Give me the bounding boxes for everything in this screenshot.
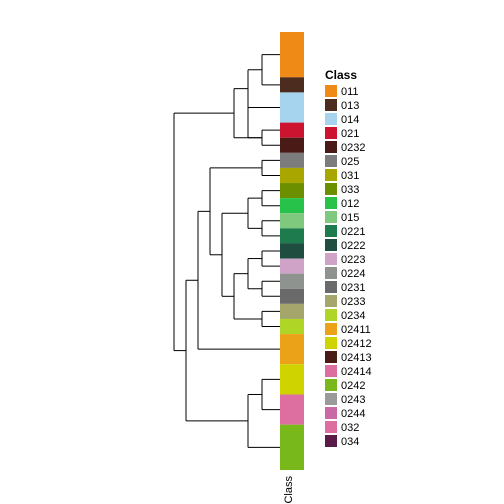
legend-label: 025 bbox=[341, 156, 359, 168]
legend-title: Class bbox=[325, 68, 357, 82]
legend-label: 033 bbox=[341, 184, 359, 196]
legend-label: 031 bbox=[341, 170, 359, 182]
legend-swatch bbox=[325, 421, 337, 433]
legend-swatch bbox=[325, 323, 337, 335]
heatmap-tile bbox=[280, 319, 304, 334]
heatmap-tile bbox=[280, 394, 304, 424]
heatmap-tile bbox=[280, 168, 304, 183]
legend-label: 0224 bbox=[341, 268, 365, 280]
heatmap-tile bbox=[280, 425, 304, 470]
heatmap-tile bbox=[280, 243, 304, 258]
legend-swatch bbox=[325, 351, 337, 363]
legend-label: 0233 bbox=[341, 296, 365, 308]
legend-swatch bbox=[325, 239, 337, 251]
legend-label: 0243 bbox=[341, 394, 365, 406]
legend-swatch bbox=[325, 309, 337, 321]
legend-label: 014 bbox=[341, 114, 359, 126]
legend-swatch bbox=[325, 155, 337, 167]
legend-label: 0234 bbox=[341, 310, 365, 322]
legend-label: 032 bbox=[341, 422, 359, 434]
dendrogram bbox=[174, 55, 280, 448]
heatmap-tile bbox=[280, 153, 304, 168]
legend-swatch bbox=[325, 113, 337, 125]
legend-swatch bbox=[325, 435, 337, 447]
heatmap-tile bbox=[280, 92, 304, 122]
legend-swatch bbox=[325, 183, 337, 195]
heatmap-tile bbox=[280, 213, 304, 228]
legend-swatch bbox=[325, 407, 337, 419]
legend-label: 0242 bbox=[341, 380, 365, 392]
legend-swatch bbox=[325, 225, 337, 237]
legend-label: 0231 bbox=[341, 282, 365, 294]
heatmap-tile bbox=[280, 138, 304, 153]
heatmap-tile bbox=[280, 228, 304, 243]
legend-swatch bbox=[325, 281, 337, 293]
legend: Class 011 013 014 021 0232 025 031 033 012 015 0221… bbox=[325, 68, 372, 448]
heatmap-tile bbox=[280, 77, 304, 92]
heatmap-tile bbox=[280, 183, 304, 198]
legend-swatch bbox=[325, 127, 337, 139]
legend-swatch bbox=[325, 197, 337, 209]
legend-label: 02411 bbox=[341, 324, 371, 336]
legend-swatch bbox=[325, 295, 337, 307]
legend-swatch bbox=[325, 365, 337, 377]
legend-label: 02414 bbox=[341, 366, 372, 378]
legend-label: 015 bbox=[341, 212, 359, 224]
legend-swatch bbox=[325, 337, 337, 349]
legend-swatch bbox=[325, 211, 337, 223]
heatmap-tile bbox=[280, 304, 304, 319]
legend-swatch bbox=[325, 99, 337, 111]
heatmap-tile bbox=[280, 123, 304, 138]
legend-label: 0221 bbox=[341, 226, 365, 238]
legend-swatch bbox=[325, 141, 337, 153]
x-axis-label: Class bbox=[283, 476, 295, 504]
legend-label: 013 bbox=[341, 100, 359, 112]
legend-swatch bbox=[325, 253, 337, 265]
legend-swatch bbox=[325, 267, 337, 279]
legend-label: 0244 bbox=[341, 408, 365, 420]
legend-swatch bbox=[325, 379, 337, 391]
heatmap-tile bbox=[280, 289, 304, 304]
heatmap-tile bbox=[280, 259, 304, 274]
heatmap-tile bbox=[280, 274, 304, 289]
legend-swatch bbox=[325, 393, 337, 405]
legend-label: 0222 bbox=[341, 240, 365, 252]
legend-label: 0223 bbox=[341, 254, 365, 266]
legend-label: 012 bbox=[341, 198, 359, 210]
legend-swatch bbox=[325, 85, 337, 97]
legend-label: 034 bbox=[341, 436, 359, 448]
heatmap-tile bbox=[280, 334, 304, 364]
legend-swatch bbox=[325, 169, 337, 181]
legend-label: 02413 bbox=[341, 352, 372, 364]
legend-label: 011 bbox=[341, 86, 359, 98]
heatmap-tile bbox=[280, 364, 304, 394]
legend-label: 0232 bbox=[341, 142, 365, 154]
heatmap-tile bbox=[280, 198, 304, 213]
heatmap-tile bbox=[280, 32, 304, 77]
legend-label: 02412 bbox=[341, 338, 372, 350]
legend-label: 021 bbox=[341, 128, 359, 140]
